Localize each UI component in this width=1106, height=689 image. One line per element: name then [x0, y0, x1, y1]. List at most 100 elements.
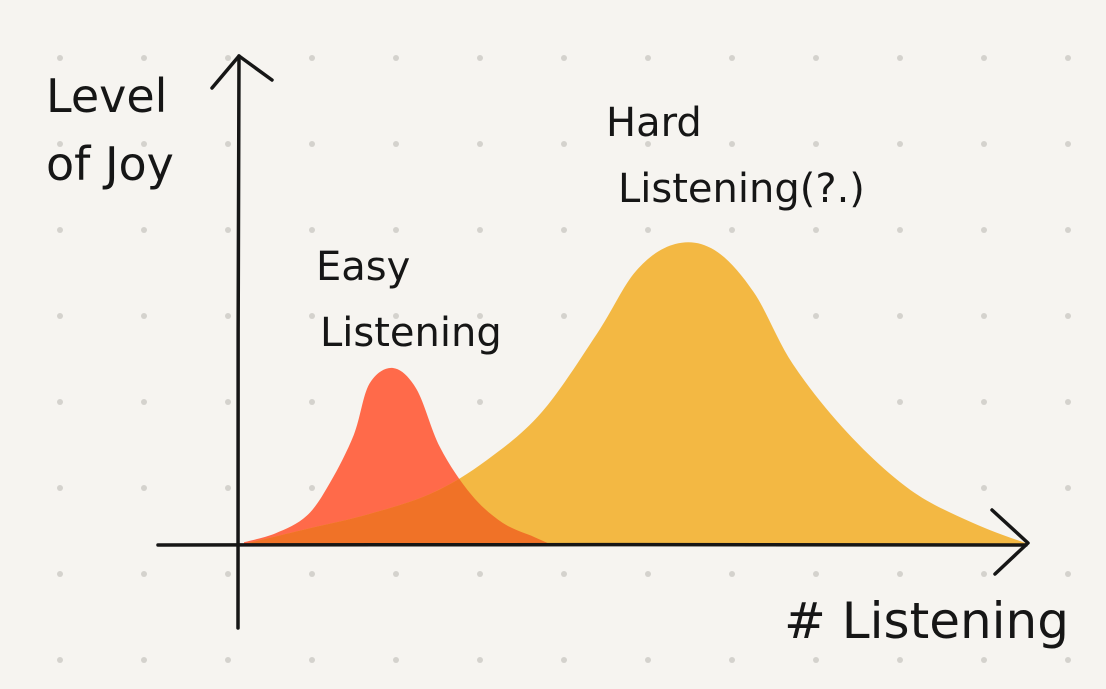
grid-dot: [729, 657, 735, 663]
grid-dot: [225, 571, 231, 577]
grid-dot: [225, 227, 231, 233]
grid-dot: [981, 141, 987, 147]
grid-dot: [309, 399, 315, 405]
grid-dot: [477, 657, 483, 663]
grid-dot: [57, 571, 63, 577]
grid-dot: [477, 55, 483, 61]
grid-dot: [477, 399, 483, 405]
grid-dot: [813, 141, 819, 147]
area-hard-listening: [244, 242, 1028, 544]
grid-dot: [981, 571, 987, 577]
grid-dot: [897, 227, 903, 233]
grid-dot: [645, 55, 651, 61]
grid-dot: [141, 399, 147, 405]
grid-dot: [477, 227, 483, 233]
grid-dot: [1065, 55, 1071, 61]
grid-dot: [897, 141, 903, 147]
grid-dot: [561, 227, 567, 233]
grid-dot: [813, 571, 819, 577]
x-axis-label: # Listening: [784, 592, 1069, 650]
chart-areas: [244, 242, 1028, 544]
series-label-hard-line-2: Listening(?.): [618, 166, 865, 212]
grid-dot: [897, 657, 903, 663]
grid-dot: [645, 657, 651, 663]
grid-dot: [1065, 313, 1071, 319]
series-label-easy-line-2: Listening: [320, 310, 502, 356]
grid-dot: [309, 227, 315, 233]
grid-dot: [141, 657, 147, 663]
grid-dot: [141, 313, 147, 319]
grid-dot: [561, 313, 567, 319]
grid-dot: [1065, 657, 1071, 663]
grid-dot: [393, 313, 399, 319]
grid-dot: [393, 657, 399, 663]
grid-dot: [141, 485, 147, 491]
grid-dot: [1065, 399, 1071, 405]
grid-dot: [57, 313, 63, 319]
grid-dot: [225, 657, 231, 663]
grid-dot: [225, 399, 231, 405]
grid-dot: [309, 141, 315, 147]
grid-dot: [141, 141, 147, 147]
series-label-easy-line-1: Easy: [316, 244, 410, 290]
grid-dot: [813, 55, 819, 61]
grid-dot: [1065, 227, 1071, 233]
dot-grid: [57, 55, 1071, 663]
y-axis-label-line-1: Level: [46, 69, 167, 123]
grid-dot: [729, 141, 735, 147]
grid-dot: [561, 571, 567, 577]
grid-dot: [225, 141, 231, 147]
grid-dot: [1065, 141, 1071, 147]
grid-dot: [729, 571, 735, 577]
x-axis-arrowhead: [990, 508, 1030, 576]
y-axis-label-line-2: of Joy: [46, 137, 174, 191]
grid-dot: [813, 313, 819, 319]
axes: [156, 54, 1030, 630]
grid-dot: [393, 227, 399, 233]
grid-dot: [57, 55, 63, 61]
grid-dot: [729, 227, 735, 233]
grid-dot: [645, 141, 651, 147]
grid-dot: [645, 571, 651, 577]
grid-dot: [477, 313, 483, 319]
grid-dot: [57, 227, 63, 233]
grid-dot: [1065, 571, 1071, 577]
grid-dot: [141, 571, 147, 577]
grid-dot: [981, 313, 987, 319]
y-axis-line: [236, 54, 241, 630]
grid-dot: [309, 657, 315, 663]
grid-dot: [309, 55, 315, 61]
y-axis-arrowhead: [210, 54, 274, 90]
grid-dot: [561, 55, 567, 61]
grid-dot: [225, 313, 231, 319]
grid-dot: [897, 571, 903, 577]
grid-dot: [981, 399, 987, 405]
grid-dot: [729, 55, 735, 61]
grid-dot: [477, 571, 483, 577]
grid-dot: [309, 571, 315, 577]
grid-dot: [309, 313, 315, 319]
grid-dot: [981, 485, 987, 491]
grid-dot: [141, 55, 147, 61]
grid-dot: [393, 571, 399, 577]
grid-dot: [645, 227, 651, 233]
grid-dot: [393, 55, 399, 61]
grid-dot: [1065, 485, 1071, 491]
series-label-hard-line-1: Hard: [606, 100, 702, 146]
grid-dot: [57, 485, 63, 491]
grid-dot: [561, 141, 567, 147]
grid-dot: [225, 55, 231, 61]
grid-dot: [477, 141, 483, 147]
grid-dot: [309, 485, 315, 491]
grid-dot: [141, 227, 147, 233]
grid-dot: [897, 399, 903, 405]
grid-dot: [813, 657, 819, 663]
grid-dot: [897, 313, 903, 319]
grid-dot: [393, 141, 399, 147]
grid-dot: [813, 227, 819, 233]
grid-dot: [981, 227, 987, 233]
grid-dot: [897, 55, 903, 61]
grid-dot: [561, 657, 567, 663]
